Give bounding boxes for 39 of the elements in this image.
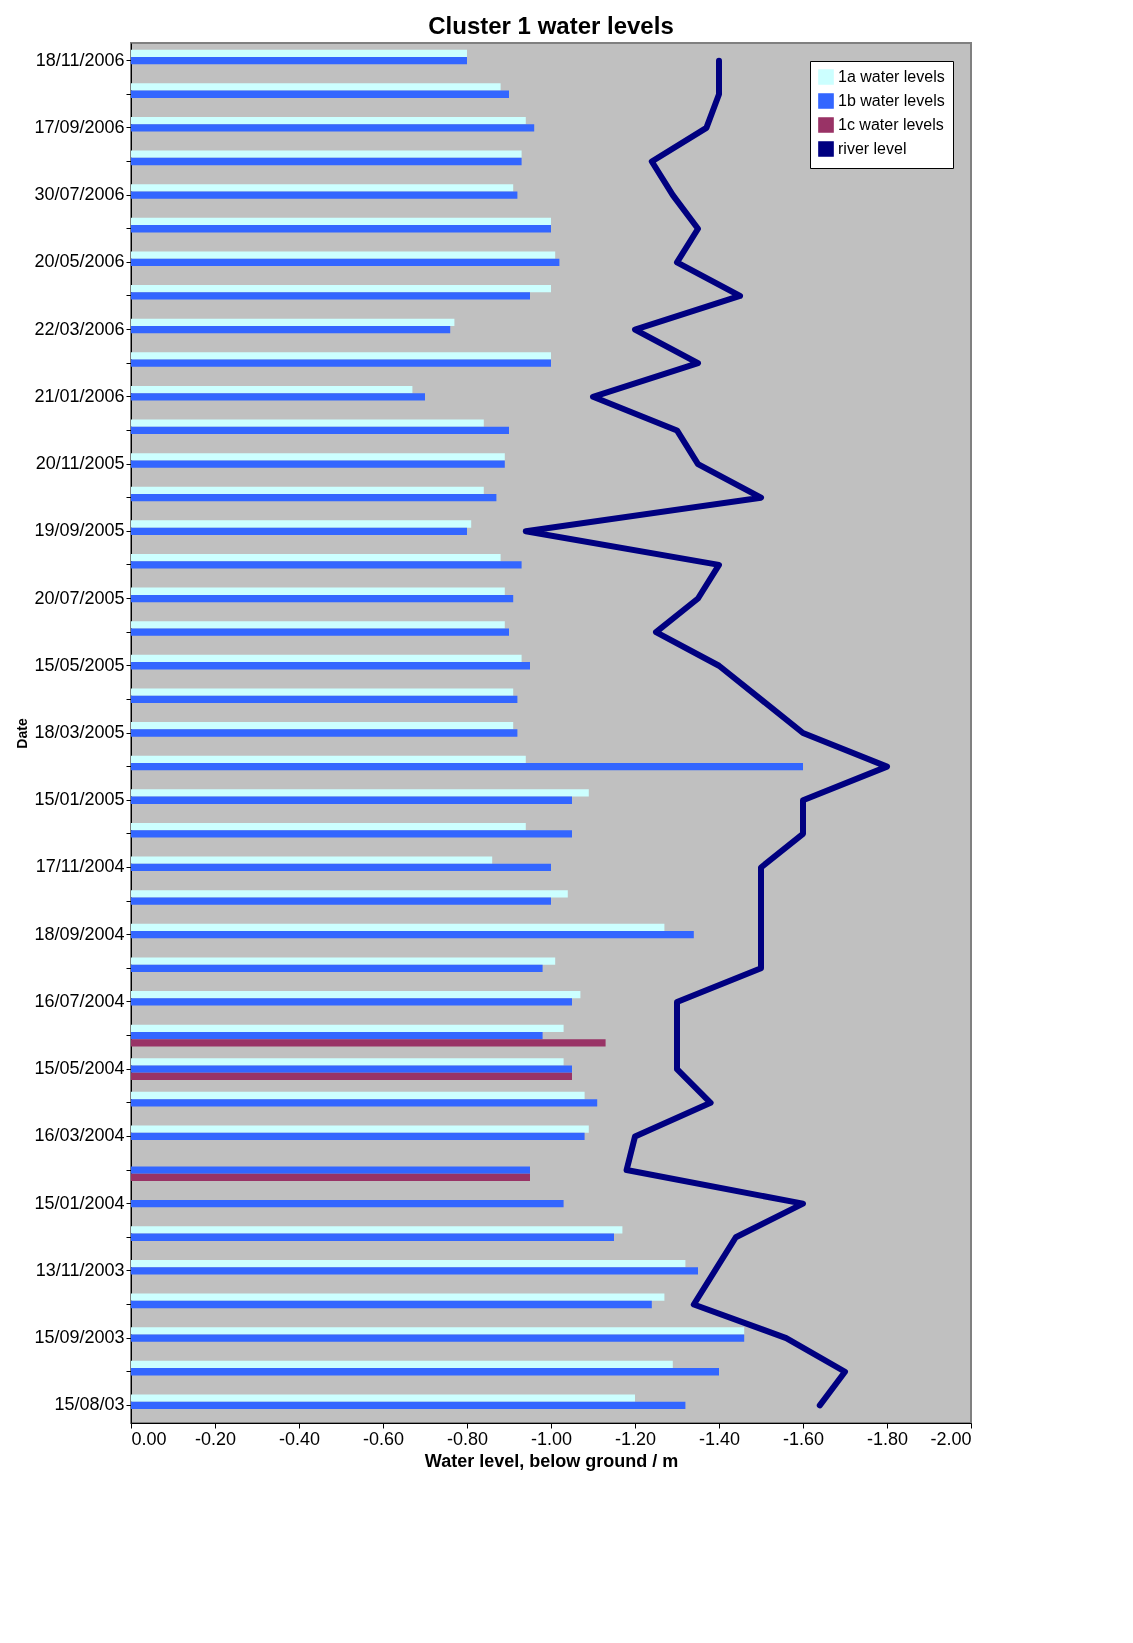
x-tick-label: -0.60 — [362, 1428, 405, 1449]
y-tick-label: 15/08/03 — [54, 1394, 125, 1415]
y-tick-label: 16/03/2004 — [34, 1125, 125, 1146]
y-tick-label: 21/01/2006 — [34, 385, 125, 406]
y-tick-label: 18/03/2005 — [34, 722, 125, 742]
x-tick-label: -1.20 — [614, 1428, 657, 1449]
y-tick-label: 15/01/2004 — [34, 1192, 125, 1213]
y-tick-label: 15/09/2003 — [34, 1327, 125, 1348]
y-tick-label: 17/09/2006 — [34, 116, 125, 137]
x-tick-label: -1.00 — [530, 1428, 573, 1449]
y-tick-label: 20/05/2006 — [34, 251, 125, 272]
y-tick-label: 22/03/2006 — [34, 318, 125, 339]
x-tick-label: 0.00 — [131, 1428, 167, 1449]
y-tick-label: 30/07/2006 — [34, 184, 125, 205]
y-tick-label: 20/07/2005 — [34, 587, 125, 608]
y-tick-label: 15/01/2005 — [34, 789, 125, 810]
legend-label: 1a water levels — [838, 68, 945, 85]
x-tick-label: -0.40 — [278, 1428, 321, 1449]
x-tick-label: -1.80 — [866, 1428, 909, 1449]
y-tick-label: 15/05/2005 — [34, 654, 125, 675]
y-tick-label: 15/05/2004 — [34, 1058, 125, 1079]
y-tick-label: 19/09/2005 — [34, 520, 125, 541]
x-tick-label: -0.80 — [446, 1428, 489, 1449]
chart-title: Cluster 1 water levels — [428, 12, 674, 39]
legend-label: 1c water levels — [838, 116, 944, 133]
y-axis-title: Date — [14, 718, 31, 749]
x-tick-label: -1.60 — [782, 1428, 825, 1449]
x-axis-title: Water level, below ground / m — [424, 1450, 679, 1471]
y-tick-label: 18/09/2004 — [34, 923, 125, 944]
legend-label: 1b water levels — [838, 92, 945, 109]
y-tick-label: 18/11/2006 — [35, 49, 125, 70]
x-tick-label: -2.00 — [930, 1428, 972, 1449]
y-tick-label: 17/11/2004 — [35, 856, 125, 877]
y-tick-label: 16/07/2004 — [34, 990, 125, 1011]
x-tick-label: -0.20 — [194, 1428, 237, 1449]
x-tick-label: -1.40 — [698, 1428, 741, 1449]
y-tick-label: 13/11/2003 — [35, 1259, 125, 1280]
legend-label: river level — [838, 140, 907, 157]
y-tick-label: 20/11/2005 — [35, 453, 125, 474]
